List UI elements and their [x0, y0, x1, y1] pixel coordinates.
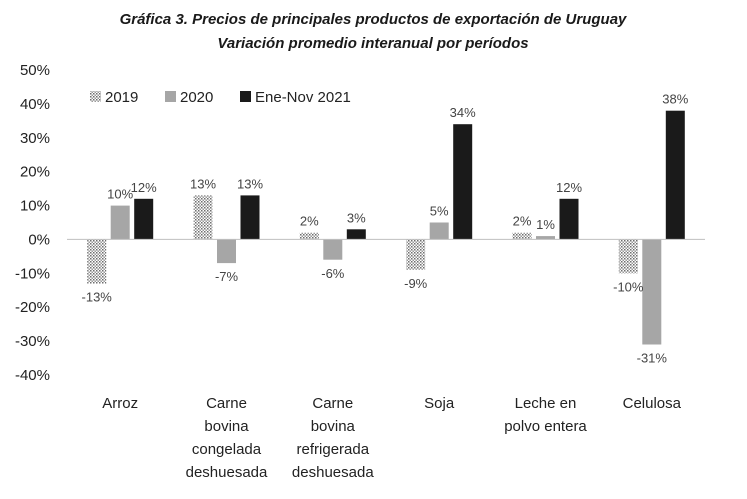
data-label: -13%	[82, 290, 113, 305]
chart-title: Gráfica 3. Precios de principales produc…	[120, 11, 627, 52]
y-tick-label: 0%	[28, 231, 50, 248]
bar	[453, 124, 473, 240]
data-label: -7%	[215, 269, 239, 284]
x-category-label: polvo entera	[504, 418, 587, 435]
legend-label: Ene-Nov 2021	[255, 89, 351, 106]
data-label: -6%	[321, 266, 345, 281]
x-category-label: Soja	[424, 395, 455, 412]
y-tick-label: -20%	[15, 299, 50, 316]
data-label: 10%	[107, 187, 133, 202]
bars	[87, 110, 685, 345]
data-label: -10%	[613, 279, 644, 294]
data-label: -9%	[404, 276, 428, 291]
data-label: 3%	[347, 210, 366, 225]
data-label: 13%	[237, 176, 263, 191]
x-category-label: bovina	[204, 418, 249, 435]
chart-title-line: Gráfica 3. Precios de principales produc…	[120, 11, 627, 28]
bar	[110, 205, 130, 240]
x-category-label: refrigerada	[297, 441, 370, 458]
bar	[193, 195, 213, 240]
y-axis: 50% 40% 30% 20% 10% 0% -10% -20% -30% -40%	[15, 62, 50, 384]
data-labels: -13%10%12% 13%-7%13%2%-6%3%-9%5%34%2% 1%12…	[82, 92, 689, 366]
x-category-label: Arroz	[102, 395, 138, 412]
bar	[618, 239, 638, 274]
data-label: 34%	[450, 105, 476, 120]
data-label: 1%	[536, 217, 555, 232]
data-label: 2%	[300, 214, 319, 229]
y-tick-label: 30%	[20, 130, 50, 147]
bar	[559, 198, 579, 240]
data-label: 13%	[190, 176, 216, 191]
bar	[323, 239, 343, 260]
x-category-label: congelada	[192, 441, 262, 458]
bar	[240, 195, 260, 240]
legend-label: 2019	[105, 89, 138, 106]
bar	[217, 239, 236, 264]
y-tick-label: 20%	[20, 164, 50, 181]
x-category-label: Carne	[312, 395, 353, 412]
x-category-label: deshuesada	[186, 464, 268, 481]
legend-swatch	[165, 91, 176, 102]
y-tick-label: 10%	[20, 198, 50, 215]
y-tick-label: -30%	[15, 333, 50, 350]
x-category-label: Carne	[206, 395, 247, 412]
y-tick-label: -40%	[15, 367, 50, 384]
legend-swatch	[90, 91, 101, 102]
data-label: 12%	[556, 180, 582, 195]
bar	[406, 239, 426, 270]
data-label: 2%	[513, 214, 532, 229]
y-tick-label: 50%	[20, 62, 50, 79]
legend-swatch	[240, 91, 251, 102]
bar	[536, 236, 555, 240]
bar	[134, 198, 154, 240]
bar	[512, 232, 532, 240]
data-label: 12%	[131, 180, 157, 195]
bar	[346, 229, 366, 240]
x-category-label: bovina	[311, 418, 356, 435]
data-label: 5%	[430, 204, 449, 219]
bar	[642, 239, 662, 345]
y-tick-label: -10%	[15, 265, 50, 282]
bar	[429, 222, 449, 240]
data-label: 38%	[662, 92, 688, 107]
data-label: -31%	[637, 351, 668, 366]
bar	[299, 232, 319, 240]
x-category-label: Leche en	[515, 395, 577, 412]
bar	[665, 110, 685, 240]
x-category-label: Celulosa	[623, 395, 682, 412]
y-tick-label: 40%	[20, 96, 50, 113]
x-category-label: deshuesada	[292, 464, 374, 481]
chart-title-line: Variación promedio interanual por períod…	[217, 35, 528, 52]
legend: 2019 2020 Ene-Nov 2021	[90, 89, 351, 106]
bar	[87, 239, 107, 284]
legend-label: 2020	[180, 89, 213, 106]
x-axis-categories: Arroz Carne bovina congelada deshuesada Carne…	[102, 395, 681, 481]
